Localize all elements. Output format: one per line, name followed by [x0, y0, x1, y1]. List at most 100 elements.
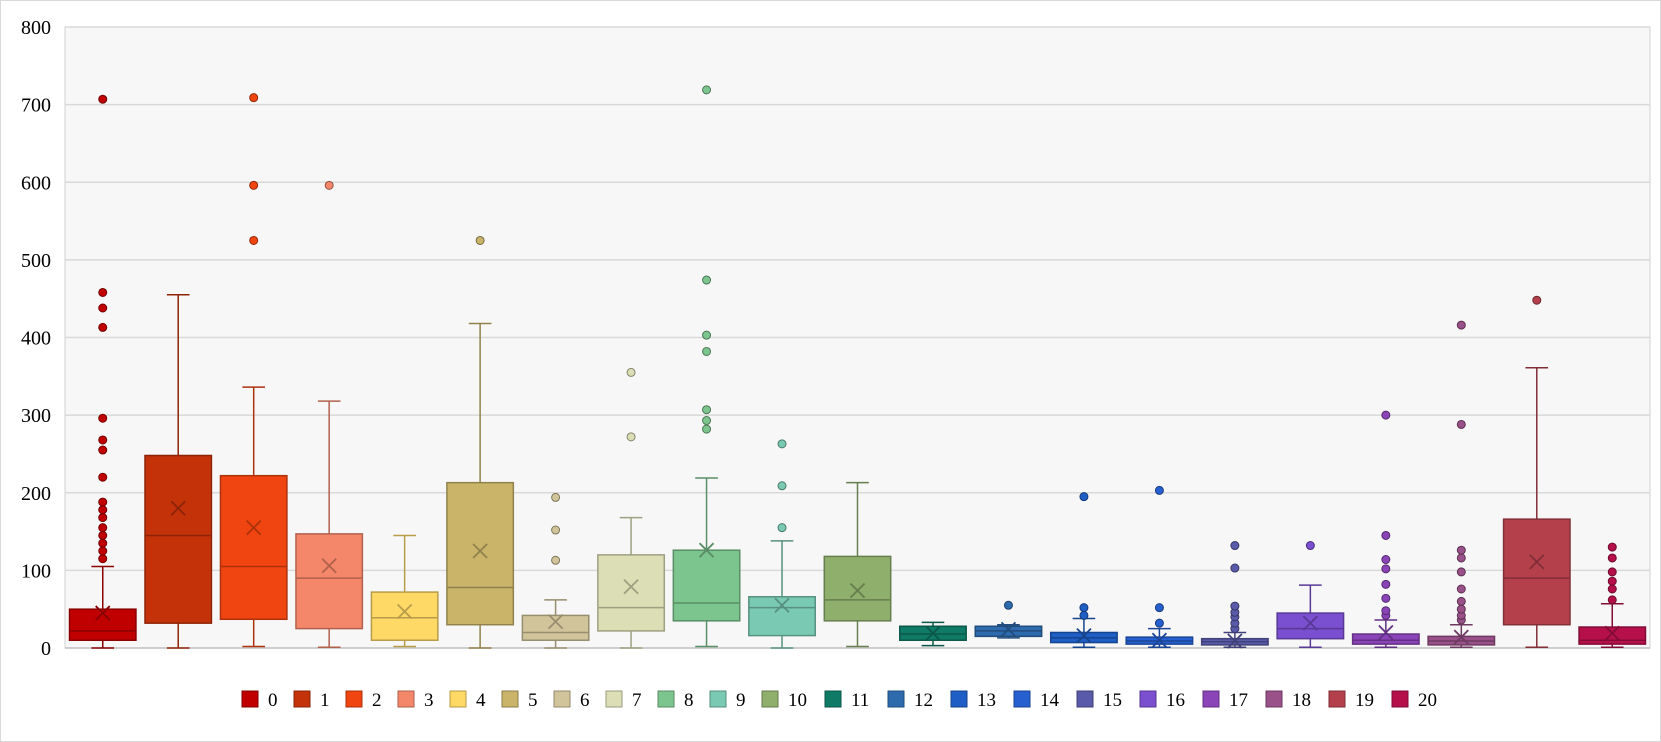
box-iqr: [1276, 612, 1345, 640]
outlier-point: [1607, 576, 1617, 586]
y-tick-label: 800: [21, 17, 51, 39]
outlier-point: [249, 93, 259, 103]
outlier-point: [702, 85, 712, 95]
outlier-point: [1154, 618, 1164, 628]
mean-marker: [1604, 625, 1620, 641]
legend-swatch: [657, 690, 675, 708]
legend-label: 16: [1166, 690, 1185, 711]
legend-item-18[interactable]: 18: [1265, 690, 1311, 711]
box-series-15: [1200, 541, 1269, 649]
legend-label: 4: [476, 690, 486, 711]
outlier-point: [1230, 563, 1240, 573]
outlier-point: [1230, 541, 1240, 551]
legend-item-11[interactable]: 11: [824, 690, 869, 711]
legend-item-14[interactable]: 14: [1013, 690, 1060, 711]
legend-item-12[interactable]: 12: [887, 690, 933, 711]
outlier-point: [1154, 485, 1164, 495]
mean-marker: [698, 542, 715, 558]
outlier-point: [1079, 492, 1089, 502]
outlier-point: [98, 94, 108, 104]
legend-item-9[interactable]: 9: [709, 690, 746, 711]
mean-marker: [246, 520, 262, 536]
legend-swatch: [950, 690, 968, 708]
legend-swatch: [709, 690, 727, 708]
outlier-point: [1079, 610, 1089, 620]
outlier-point: [1607, 542, 1617, 552]
outlier-point: [1532, 295, 1542, 305]
legend-item-8[interactable]: 8: [657, 690, 694, 711]
box-iqr: [68, 608, 137, 641]
y-tick-label: 500: [21, 250, 51, 272]
legend-label: 13: [977, 690, 996, 711]
y-tick-label: 400: [21, 328, 51, 350]
outlier-point: [1607, 595, 1617, 605]
box-series-1: [144, 294, 213, 649]
outlier-point: [702, 346, 712, 356]
box-series-7: [597, 367, 666, 649]
box-iqr: [748, 596, 816, 637]
legend-label: 14: [1040, 690, 1060, 711]
legend: 0 1 2 3 4 5 6 7 8 9 10 11 12 13 14 15 16 17 18 19 20: [241, 690, 1437, 711]
mean-marker: [472, 543, 488, 559]
legend-item-6[interactable]: 6: [553, 690, 590, 711]
legend-swatch: [345, 690, 363, 708]
legend-swatch: [449, 690, 467, 708]
boxes-layer: [68, 85, 1647, 649]
legend-item-7[interactable]: 7: [605, 690, 642, 711]
outlier-point: [98, 546, 108, 556]
legend-item-16[interactable]: 16: [1139, 690, 1185, 711]
mean-marker: [1302, 615, 1318, 631]
outlier-point: [551, 555, 561, 565]
legend-swatch: [761, 690, 779, 708]
legend-item-19[interactable]: 19: [1328, 690, 1374, 711]
outlier-point: [1381, 593, 1391, 603]
legend-item-3[interactable]: 3: [397, 690, 434, 711]
legend-swatch: [605, 690, 623, 708]
legend-swatch: [1391, 690, 1409, 708]
outlier-point: [1154, 603, 1164, 613]
y-tick-label: 200: [21, 483, 51, 505]
box-series-14: [1125, 485, 1194, 648]
outlier-point: [702, 275, 712, 285]
box-series-5: [446, 235, 515, 649]
legend-item-15[interactable]: 15: [1076, 690, 1122, 711]
outlier-point: [702, 330, 712, 340]
legend-label: 20: [1418, 690, 1437, 711]
box-series-18: [1427, 320, 1496, 648]
mean-marker: [849, 582, 866, 599]
legend-label: 15: [1103, 690, 1122, 711]
outlier-point: [1381, 606, 1391, 616]
outlier-point: [551, 525, 561, 535]
legend-item-13[interactable]: 13: [950, 690, 996, 711]
legend-item-5[interactable]: 5: [501, 690, 538, 711]
legend-swatch: [1328, 690, 1346, 708]
legend-item-0[interactable]: 0: [241, 690, 278, 711]
outlier-point: [98, 322, 108, 332]
legend-item-17[interactable]: 17: [1202, 690, 1248, 711]
legend-label: 1: [320, 690, 330, 711]
box-series-19: [1502, 295, 1571, 648]
outlier-point: [1607, 584, 1617, 594]
outlier-point: [1381, 555, 1391, 565]
box-series-12: [974, 600, 1043, 639]
outlier-point: [777, 523, 787, 533]
legend-label: 11: [851, 690, 869, 711]
legend-item-4[interactable]: 4: [449, 690, 486, 711]
legend-item-1[interactable]: 1: [293, 690, 330, 711]
outlier-point: [1079, 603, 1089, 613]
y-axis: 0 100 200 300 400 500 600 700 800: [21, 17, 51, 660]
outlier-point: [98, 413, 108, 423]
outlier-point: [98, 513, 108, 523]
box-iqr: [672, 549, 741, 622]
legend-swatch: [501, 690, 519, 708]
outlier-point: [98, 505, 108, 515]
outlier-point: [777, 439, 787, 449]
legend-item-2[interactable]: 2: [345, 690, 382, 711]
y-tick-label: 300: [21, 405, 51, 427]
legend-item-20[interactable]: 20: [1391, 690, 1437, 711]
outlier-point: [98, 523, 108, 533]
y-tick-label: 100: [21, 560, 51, 582]
y-tick-label: 700: [21, 95, 51, 117]
legend-item-10[interactable]: 10: [761, 690, 807, 711]
